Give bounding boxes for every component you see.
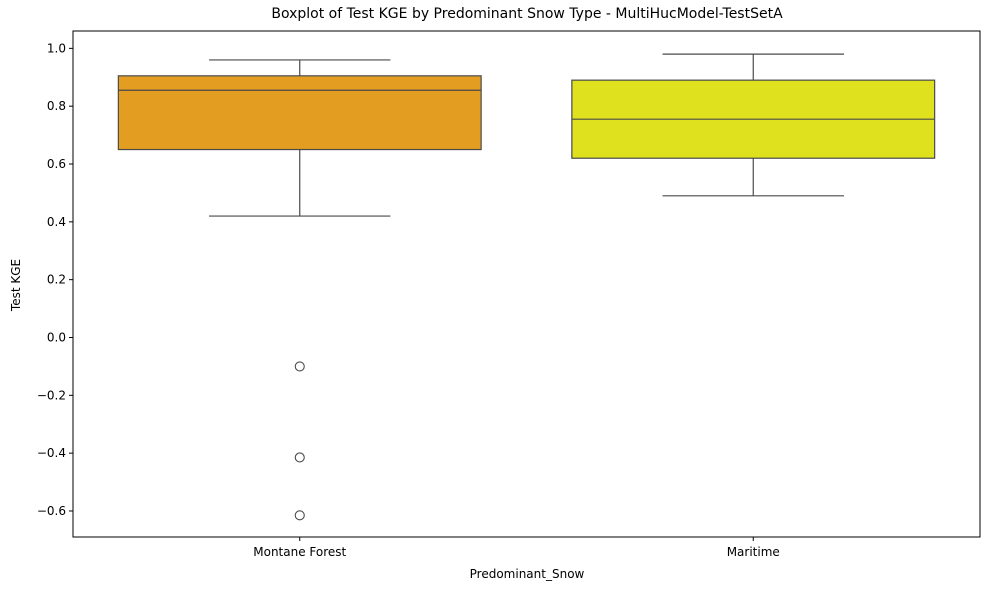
x-tick-label: Montane Forest: [253, 545, 346, 559]
box: [117, 75, 482, 151]
outlier-point: [294, 452, 305, 463]
y-tick-label: 0.2: [47, 273, 66, 287]
y-tick-label: 0.0: [47, 330, 66, 344]
y-tick-label: −0.2: [37, 388, 66, 402]
y-tick-label: 0.4: [47, 215, 66, 229]
plot-frame: [72, 30, 981, 538]
y-tick-label: 0.8: [47, 99, 66, 113]
y-tick-label: 0.6: [47, 157, 66, 171]
chart-title: Boxplot of Test KGE by Predominant Snow …: [271, 6, 783, 22]
outlier-point: [294, 510, 305, 521]
x-tick-label: Maritime: [727, 545, 780, 559]
plot-area: −0.6 −0.4 −0.2 0.0 0.2 0.4 0.6 0.8 1.0 Montane Fo…: [37, 30, 981, 559]
outlier-point: [294, 361, 305, 372]
y-tick-label: −0.4: [37, 446, 66, 460]
x-axis-label: Predominant_Snow: [470, 567, 585, 581]
y-axis-label: Test KGE: [9, 259, 23, 312]
y-tick-label: 1.0: [47, 41, 66, 55]
y-tick-label: −0.6: [37, 504, 66, 518]
